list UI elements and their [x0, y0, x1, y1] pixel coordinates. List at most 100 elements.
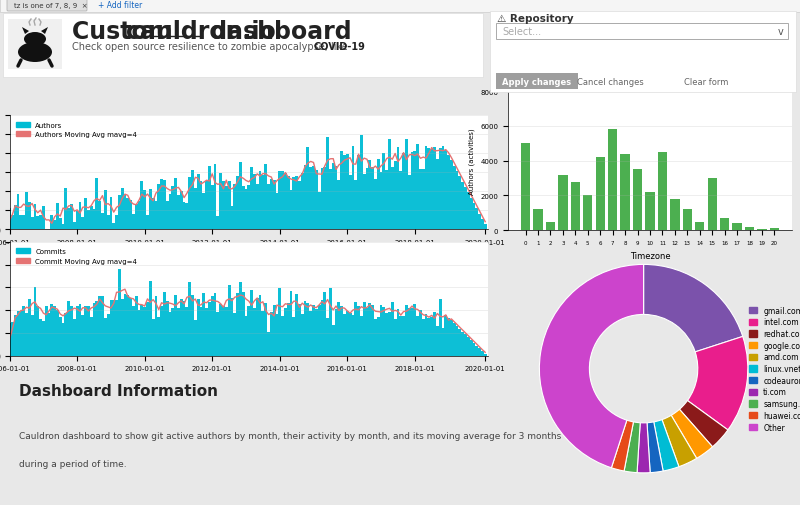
Bar [583, 196, 593, 231]
Bar [422, 320, 425, 356]
Bar [199, 308, 202, 356]
Bar [410, 153, 414, 230]
Bar [329, 170, 332, 230]
Bar [230, 298, 234, 356]
Bar [84, 306, 87, 356]
Bar [382, 307, 386, 356]
Bar [290, 291, 293, 356]
Bar [115, 215, 118, 230]
Text: tz is one of 7, 8, 9  ×: tz is one of 7, 8, 9 × [14, 3, 88, 9]
Bar [458, 329, 462, 356]
Bar [416, 145, 419, 230]
Bar [36, 216, 39, 230]
Bar [770, 228, 779, 231]
Bar [217, 313, 219, 356]
Bar [357, 156, 360, 230]
Bar [340, 306, 343, 356]
Bar [405, 140, 408, 230]
Bar [174, 296, 177, 356]
Wedge shape [647, 422, 663, 473]
Bar [95, 301, 98, 356]
Bar [146, 302, 149, 356]
Legend: Authors, Authors Moving Avg mavg=4: Authors, Authors Moving Avg mavg=4 [13, 120, 140, 140]
Bar [28, 300, 30, 356]
Wedge shape [539, 265, 644, 468]
Bar [62, 323, 65, 356]
Bar [546, 222, 555, 231]
Bar [118, 270, 121, 356]
Bar [475, 346, 478, 356]
Bar [346, 311, 349, 356]
Text: + Add filter: + Add filter [98, 1, 142, 10]
Bar [247, 185, 250, 230]
Bar [374, 319, 377, 356]
Bar [242, 186, 245, 230]
Bar [394, 162, 397, 230]
Bar [278, 171, 281, 230]
Bar [323, 168, 326, 230]
Text: Check open source resilience to zombie apocalypse, like: Check open source resilience to zombie a… [72, 42, 351, 52]
Bar [169, 195, 171, 230]
Bar [270, 313, 273, 356]
Bar [129, 200, 132, 230]
Bar [570, 182, 580, 231]
Bar [225, 308, 228, 356]
Bar [707, 179, 717, 231]
Text: Clear form: Clear form [684, 77, 728, 86]
Bar [73, 320, 76, 356]
Bar [258, 295, 262, 356]
Bar [65, 313, 67, 356]
Bar [11, 216, 14, 230]
Bar [98, 201, 101, 230]
Bar [438, 300, 442, 356]
Bar [262, 311, 264, 356]
Bar [182, 203, 186, 230]
Bar [73, 223, 76, 230]
Bar [30, 217, 34, 230]
Bar [199, 182, 202, 230]
Bar [160, 180, 163, 230]
Polygon shape [22, 28, 29, 35]
Bar [360, 136, 362, 230]
Bar [301, 174, 304, 230]
Bar [30, 315, 34, 356]
Text: COVID-19: COVID-19 [314, 42, 366, 52]
Bar [405, 305, 408, 356]
Bar [470, 198, 473, 230]
Bar [70, 205, 73, 230]
Bar [158, 317, 160, 356]
Bar [467, 193, 470, 230]
Bar [453, 324, 456, 356]
Bar [304, 166, 306, 230]
Bar [425, 147, 427, 230]
Bar [90, 206, 93, 230]
Bar [357, 307, 360, 356]
Bar [304, 301, 306, 356]
Bar [245, 316, 247, 356]
Bar [267, 185, 270, 230]
Bar [194, 188, 197, 230]
Bar [197, 175, 199, 230]
Bar [143, 190, 146, 230]
Bar [154, 296, 158, 356]
Bar [436, 160, 438, 230]
Bar [521, 144, 530, 231]
Bar [11, 322, 14, 356]
FancyBboxPatch shape [496, 24, 788, 40]
Bar [408, 176, 410, 230]
Bar [8, 209, 11, 230]
Bar [334, 310, 338, 356]
Bar [360, 317, 362, 356]
Bar [205, 309, 208, 356]
Bar [112, 300, 115, 356]
Bar [78, 203, 82, 230]
Bar [42, 207, 45, 230]
Bar [351, 315, 354, 356]
Bar [478, 348, 481, 356]
Bar [745, 227, 754, 231]
Bar [388, 312, 391, 356]
Bar [290, 190, 293, 230]
Text: Cauldron dashboard to show git active authors by month, their activity by month,: Cauldron dashboard to show git active au… [19, 431, 562, 440]
Bar [397, 309, 399, 356]
Bar [386, 170, 388, 230]
